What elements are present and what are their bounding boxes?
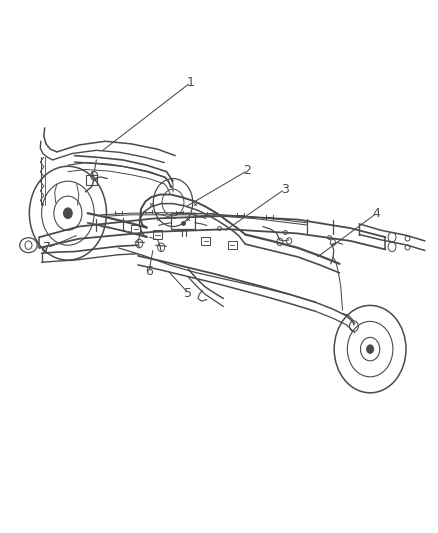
Bar — [201, 237, 210, 245]
Text: 6: 6 — [145, 265, 153, 278]
Bar — [171, 213, 195, 229]
Text: 7: 7 — [43, 241, 51, 254]
Circle shape — [64, 208, 72, 219]
Text: 1: 1 — [187, 76, 194, 89]
Text: 4: 4 — [373, 207, 381, 220]
Circle shape — [367, 345, 374, 353]
Text: 2: 2 — [244, 164, 251, 177]
Bar — [86, 175, 97, 185]
Bar — [131, 225, 140, 233]
Text: 3: 3 — [281, 183, 289, 196]
Bar — [228, 241, 237, 249]
Text: 5: 5 — [184, 287, 192, 300]
Bar — [153, 230, 162, 239]
